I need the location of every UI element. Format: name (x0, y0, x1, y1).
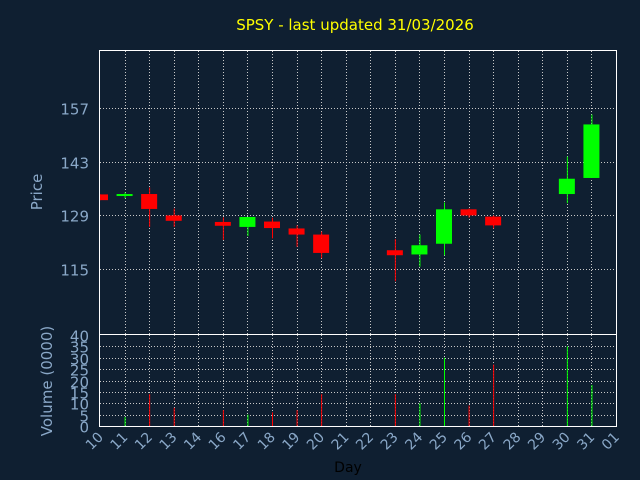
candle-body (485, 216, 502, 226)
candle-body (583, 124, 600, 178)
x-tick-label: 30 (550, 430, 574, 454)
price-panel-frame (99, 50, 617, 335)
volume-panel-frame (99, 334, 617, 427)
x-axis-ticks: 10 11 12 13 14 16 17 18 19 20 21 22 23 24 25 26 27 28 29 30… (83, 429, 623, 453)
volume-tick-label: 0 (79, 419, 89, 437)
x-tick-label: 11 (107, 430, 131, 454)
volume-tick-label: 5 (79, 408, 89, 426)
price-grid (100, 51, 616, 334)
x-axis-label: Day (334, 460, 362, 476)
x-tick-label: 28 (501, 430, 525, 454)
candle-body (288, 228, 305, 235)
volume-bars-layer (124, 346, 593, 426)
x-tick-label: 18 (255, 430, 279, 454)
candle-body (239, 216, 256, 227)
volume-tick-label: 15 (70, 385, 89, 403)
candle-body (411, 245, 428, 255)
x-tick-label: 19 (279, 430, 303, 454)
price-tick-label: 143 (60, 155, 89, 173)
volume-tick-label: 25 (70, 362, 89, 380)
x-tick-label: 29 (525, 430, 549, 454)
candle-body (436, 209, 452, 244)
x-tick-label: 27 (476, 430, 500, 454)
chart-title: SPSY - last updated 31/03/2026 (236, 16, 474, 34)
x-tick-label: 23 (378, 430, 402, 454)
volume-tick-label: 20 (70, 374, 89, 392)
price-tick-label: 115 (60, 262, 89, 280)
x-tick-label: 13 (157, 430, 181, 454)
candle-body (386, 250, 403, 256)
candle-body (264, 221, 280, 229)
volume-tick-label: 40 (70, 328, 89, 346)
candle-body (460, 209, 477, 216)
x-tick-label: 21 (329, 430, 353, 454)
x-tick-label: 01 (599, 430, 623, 454)
candle-body (141, 194, 158, 209)
volume-tick-label: 35 (70, 339, 89, 357)
candle-body (100, 194, 108, 201)
x-tick-label: 16 (206, 429, 230, 453)
x-tick-label: 17 (230, 430, 254, 454)
price-tick-label: 157 (60, 101, 89, 119)
price-axis-ticks: 115 129 143 157 (60, 101, 89, 280)
candle-body (214, 221, 231, 226)
x-tick-label: 20 (304, 430, 328, 454)
price-tick-label: 129 (60, 208, 89, 226)
price-axis-label: Price (28, 174, 46, 211)
candle-body (313, 234, 330, 253)
volume-tick-label: 30 (70, 351, 89, 369)
volume-tick-label: 10 (70, 396, 89, 414)
x-tick-label: 22 (353, 430, 377, 454)
x-tick-label: 24 (402, 429, 426, 453)
x-tick-label: 31 (574, 430, 598, 454)
x-tick-label: 12 (132, 430, 156, 454)
x-tick-label: 26 (451, 429, 475, 453)
candle-body (116, 194, 133, 197)
candles-layer (100, 114, 600, 282)
candle-body (165, 215, 182, 221)
volume-axis-label: Volume (0000) (38, 326, 56, 436)
x-tick-label: 25 (427, 430, 451, 454)
x-tick-label: 14 (181, 429, 205, 453)
candle-body (558, 178, 575, 195)
volume-grid (100, 335, 616, 426)
